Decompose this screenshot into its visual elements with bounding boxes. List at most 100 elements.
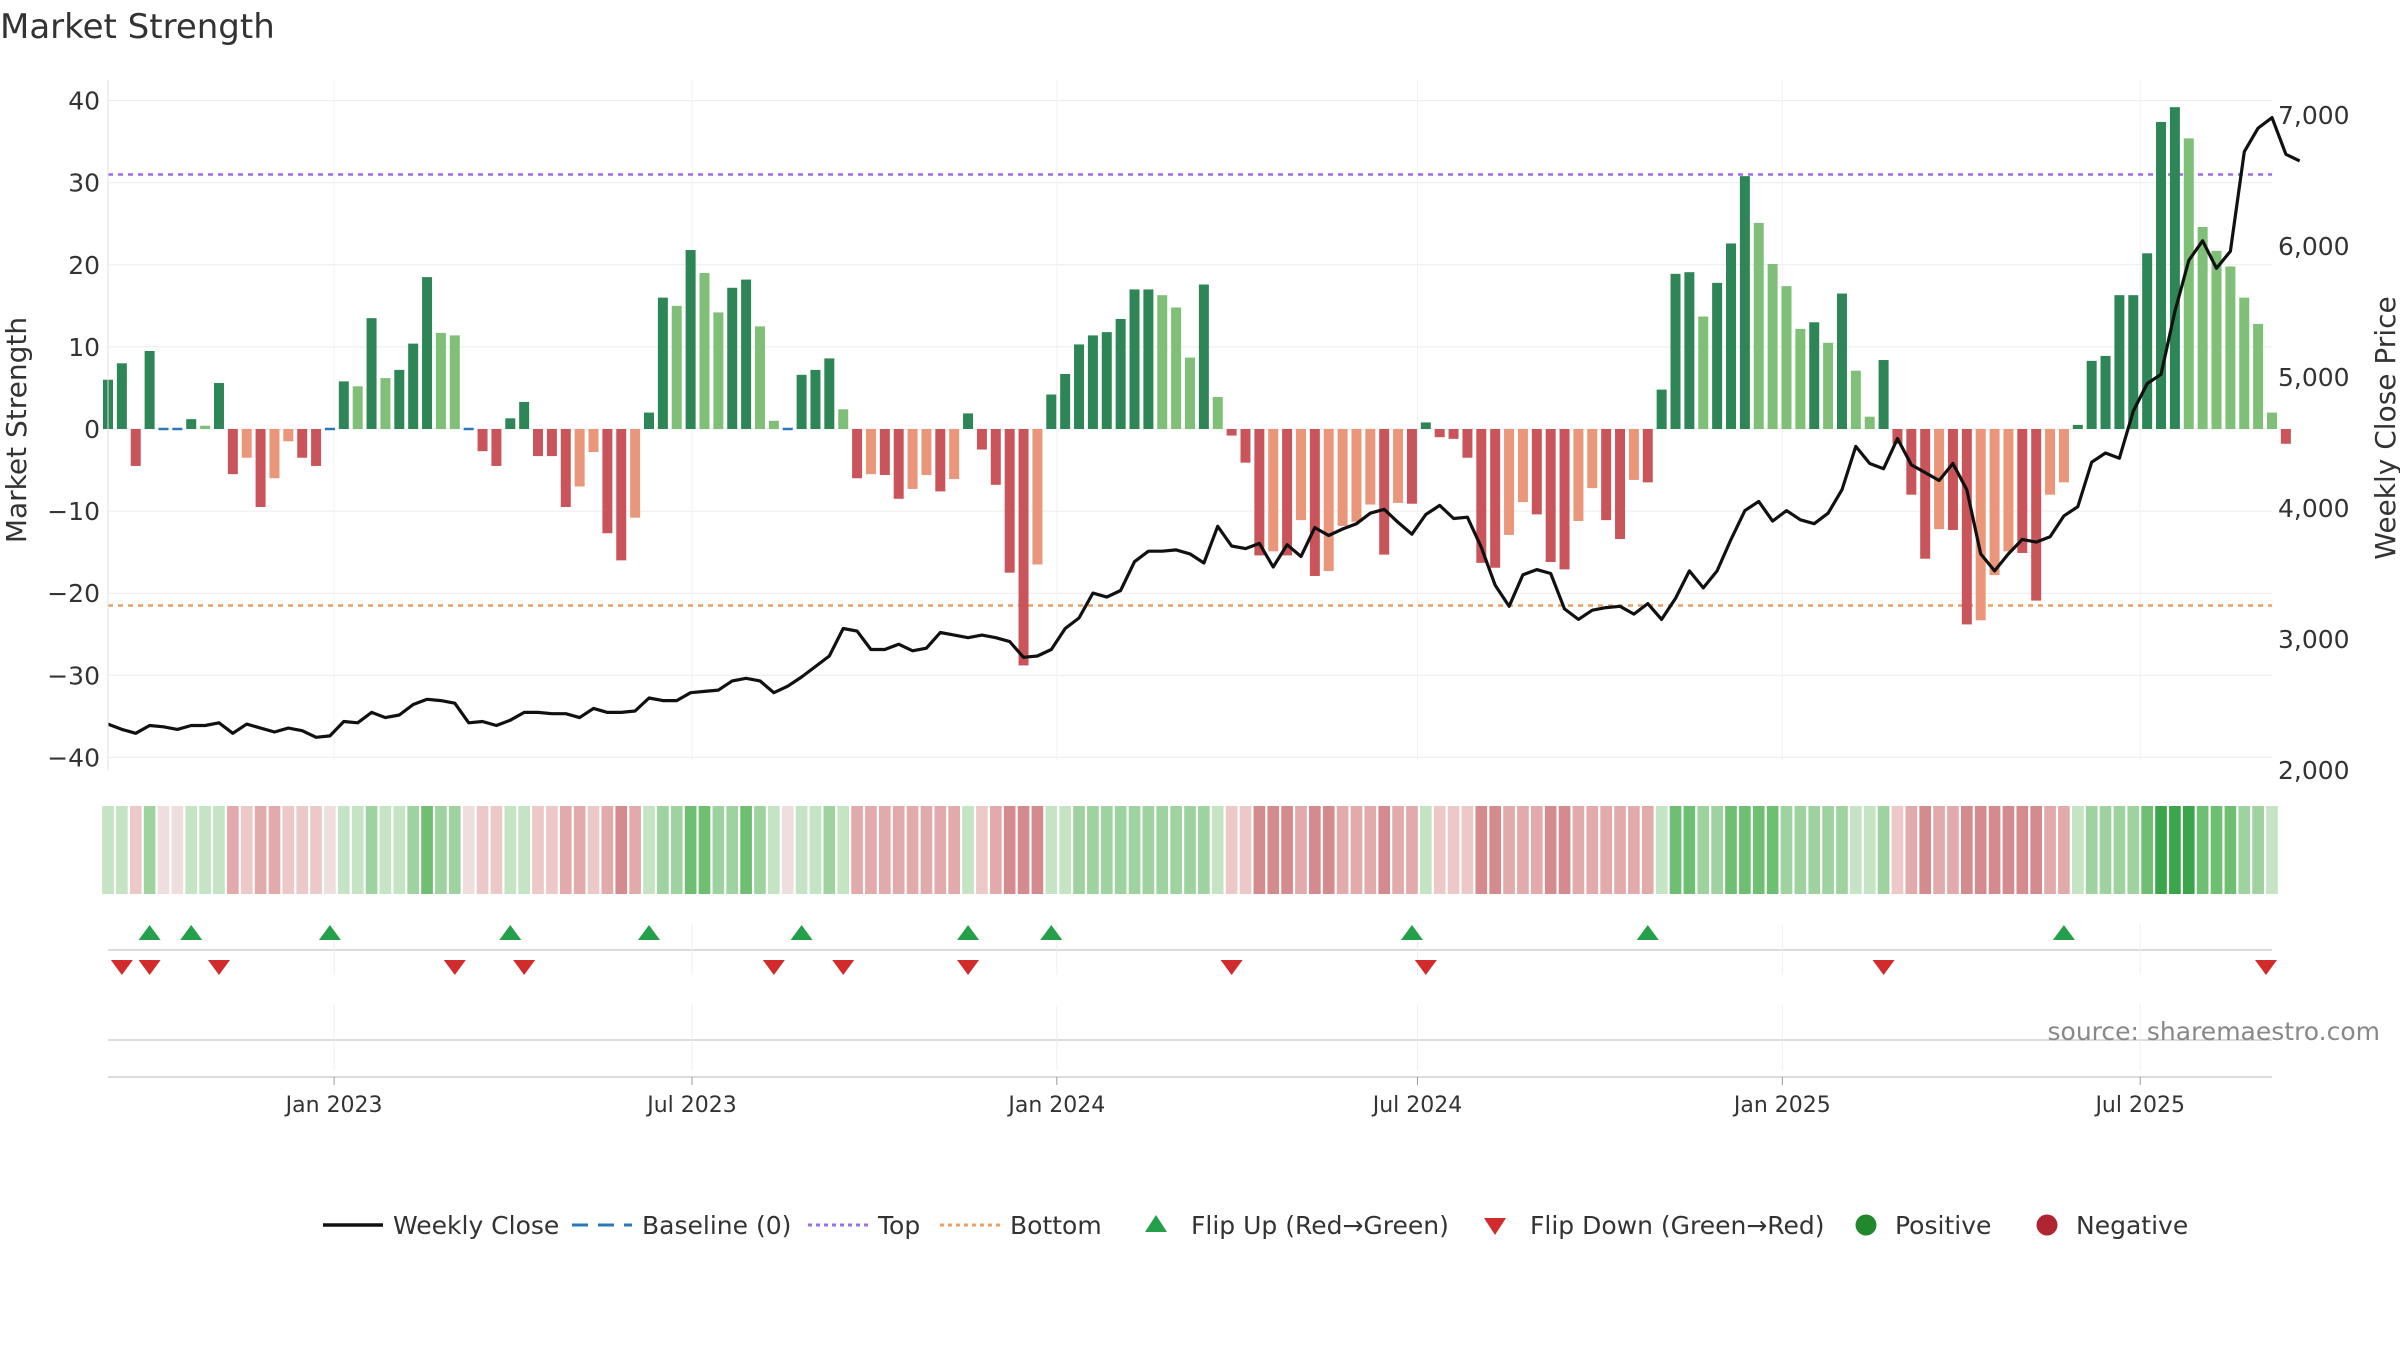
heat-cell: [1752, 806, 1765, 894]
heat-cell: [2044, 806, 2056, 894]
strength-bar: [477, 429, 488, 452]
heat-cell: [1239, 806, 1252, 894]
heat-cell: [1322, 806, 1335, 894]
y2-tick-label: 2,000: [2278, 756, 2350, 785]
heat-cell: [254, 806, 267, 894]
heat-cell: [1461, 806, 1474, 894]
heat-cell: [1267, 806, 1280, 894]
y2-tick-label: 4,000: [2278, 494, 2350, 523]
strength-bar: [1712, 282, 1723, 429]
heat-cell: [1419, 806, 1432, 894]
flip-up-marker: [318, 925, 341, 940]
strength-bar: [644, 412, 654, 429]
strength-bar: [2267, 412, 2277, 429]
strength-bar: [1559, 429, 1570, 570]
heat-cell: [1669, 806, 1682, 894]
strength-bar: [311, 429, 322, 466]
heat-cell: [365, 806, 378, 894]
strength-bar: [1420, 422, 1431, 429]
flip-up-marker: [1040, 925, 1063, 940]
heat-cell: [1336, 806, 1349, 894]
strength-bar: [1198, 284, 1209, 429]
heat-cell: [1364, 806, 1377, 894]
heat-cell: [2030, 806, 2043, 894]
heat-cell: [1184, 806, 1196, 894]
heat-cell: [1073, 806, 1085, 894]
heat-cell: [1683, 806, 1696, 894]
x-tick-label: Jan 2024: [1006, 1093, 1105, 1118]
strength-bar: [630, 429, 641, 518]
strength-bar: [741, 279, 752, 429]
strength-bar: [921, 429, 932, 475]
y-tick-label: 20: [68, 251, 100, 280]
heat-cell: [143, 806, 156, 894]
legend-swatch: [1145, 1215, 1167, 1232]
strength-bar: [1254, 429, 1265, 556]
heat-cell: [379, 806, 392, 894]
flip-up-marker: [180, 925, 203, 940]
heat-cell: [1211, 806, 1224, 894]
strength-bar: [1698, 316, 1709, 429]
heat-cell: [2238, 806, 2251, 894]
heat-cell: [1156, 806, 1169, 894]
heat-cell: [1919, 806, 1932, 894]
heat-cell: [1309, 806, 1321, 894]
strength-bar: [338, 381, 349, 429]
strength-bar: [1226, 429, 1237, 436]
strength-bar: [1850, 370, 1861, 429]
heat-cell: [102, 806, 114, 894]
flip-down-marker: [2255, 960, 2277, 975]
strength-bar: [1961, 429, 1972, 625]
heat-cell: [601, 806, 614, 894]
heat-cell: [2113, 806, 2126, 894]
y-axis-right: 7,000 6,000 5,000 4,000 3,000 2,000: [2278, 101, 2350, 785]
heat-cell: [1530, 806, 1543, 894]
strength-bar: [1212, 396, 1223, 429]
strength-bar: [1448, 429, 1459, 439]
strength-bar: [2169, 107, 2180, 429]
strength-bar: [1726, 243, 1736, 429]
strength-bar: [935, 429, 946, 492]
heat-cell: [421, 806, 433, 894]
strength-bar: [1434, 429, 1445, 438]
flip-down-marker: [138, 960, 161, 975]
heat-cell: [559, 806, 572, 894]
heat-cell: [1628, 806, 1640, 894]
strength-bar: [1517, 429, 1528, 503]
strength-bar: [2253, 323, 2264, 429]
heat-cell: [1059, 806, 1071, 894]
strength-bar: [1115, 318, 1126, 429]
heat-cell: [1794, 806, 1807, 894]
chart-title: Market Strength: [0, 7, 275, 47]
strength-bar: [1573, 429, 1584, 521]
strength-bar: [2211, 250, 2222, 429]
heat-cell: [2127, 806, 2140, 894]
strength-bar: [2114, 295, 2125, 429]
strength-bar: [1323, 429, 1334, 572]
heat-cell: [1739, 806, 1751, 894]
heat-cell: [837, 806, 850, 894]
x-tick-label: Jul 2025: [2093, 1093, 2185, 1118]
flip-up-marker: [499, 925, 522, 940]
strength-bar: [1337, 429, 1348, 526]
heat-cell: [2169, 806, 2181, 894]
legend-label: Positive: [1895, 1211, 1991, 1240]
strength-bar: [1309, 429, 1320, 576]
strength-bar: [533, 429, 544, 457]
lower-panel: [108, 1005, 2272, 1070]
strength-bar: [2280, 429, 2291, 444]
strength-bar: [1490, 429, 1501, 568]
strength-bar: [657, 297, 668, 429]
heat-cell: [1003, 806, 1016, 894]
heat-cell: [185, 806, 198, 894]
strength-bar: [1171, 307, 1182, 429]
strength-bar: [116, 363, 127, 429]
strength-bar: [588, 429, 599, 452]
heat-cell: [1933, 806, 1945, 894]
legend-label: Negative: [2076, 1211, 2188, 1240]
flip-down-marker: [762, 960, 785, 975]
strength-bar: [2086, 360, 2097, 429]
heat-cell: [1100, 806, 1113, 894]
heat-cell: [518, 806, 530, 894]
heat-cell: [643, 806, 655, 894]
